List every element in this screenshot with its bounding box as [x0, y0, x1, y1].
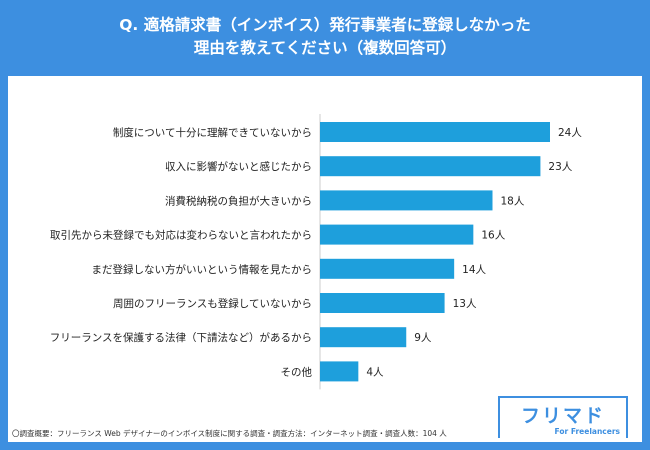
bar [320, 190, 493, 211]
value-label: 16人 [481, 230, 505, 242]
bar [320, 224, 474, 245]
value-label: 4人 [366, 366, 384, 378]
value-label: 23人 [548, 161, 572, 173]
survey-footnote: 〇調査概要：フリーランス Web デザイナーのインボイス制度に関する調査・調査方… [12, 429, 447, 438]
category-label: その他 [281, 365, 313, 378]
category-label: 収入に影響がないと感じたから [165, 160, 312, 173]
category-label: 周囲のフリーランスも登録していないから [113, 297, 312, 310]
category-label: 消費税納税の負担が大きいから [165, 194, 312, 207]
brand-logo-name: フリマド [520, 405, 605, 427]
value-label: 18人 [501, 195, 525, 207]
bar [320, 122, 550, 142]
bar [320, 258, 455, 279]
value-label: 14人 [462, 264, 486, 276]
bar [320, 293, 445, 313]
category-label: 制度について十分に理解できていないから [113, 126, 312, 139]
chart-title-line-2: 理由を教えてください（複数回答可） [193, 39, 457, 57]
category-label: フリーランスを保護する法律（下請法など）があるから [50, 331, 312, 344]
bar [320, 361, 359, 382]
category-label: まだ登録しない方がいいという情報を見たから [92, 263, 313, 276]
value-label: 13人 [453, 298, 477, 310]
brand-logo: フリマド For Freelancers [498, 396, 628, 438]
chart-header: Q. 適格請求書（インボイス）発行事業者に登録しなかった 理由を教えてください（… [0, 0, 650, 74]
bar [320, 156, 541, 177]
brand-logo-tagline: For Freelancers [554, 427, 620, 436]
value-label: 9人 [414, 332, 432, 344]
bar [320, 327, 407, 348]
category-label: 取引先から未登録でも対応は変わらないと言われたから [50, 229, 312, 242]
chart-card: 制度について十分に理解できていないから 24人収入に影響がないと感じたから 23人消… [8, 76, 642, 442]
chart-title-line-1: Q. 適格請求書（インボイス）発行事業者に登録しなかった [119, 16, 531, 34]
value-label: 24人 [558, 127, 582, 139]
